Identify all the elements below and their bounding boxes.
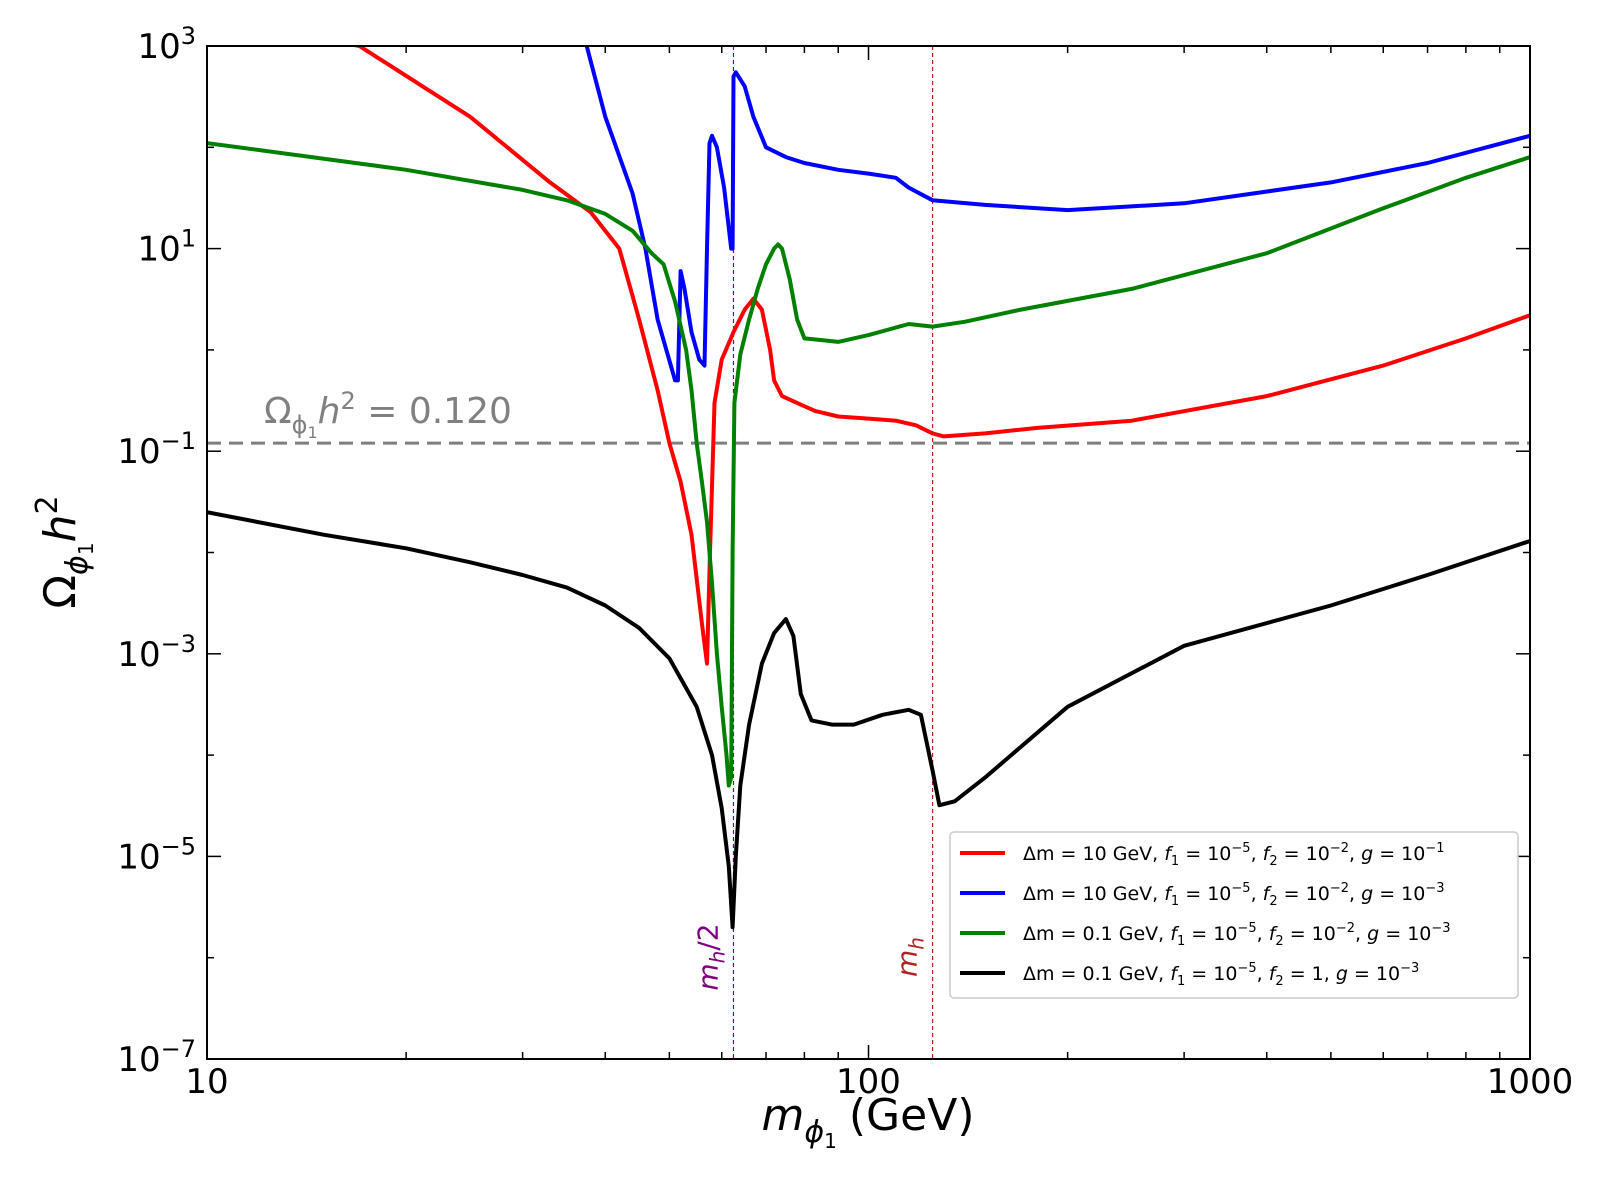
legend-text-black: Δm = 0.1 GeV, f1 = 10−5, f2 = 1, g = 10−… [1023, 961, 1419, 989]
y-tick-label-1e1: 101 [137, 225, 196, 270]
legend-text-blue: Δm = 10 GeV, f1 = 10−5, f2 = 10−2, g = 1… [1023, 881, 1445, 909]
legend: Δm = 10 GeV, f1 = 10−5, f2 = 10−2, g = 1… [949, 831, 1519, 999]
x-tick-label-1000: 1000 [1487, 1062, 1574, 1102]
series-red-curve [349, 46, 1530, 666]
legend-text-green: Δm = 0.1 GeV, f1 = 10−5, f2 = 10−2, g = … [1023, 921, 1451, 949]
y-tick-label-1e3: 103 [137, 22, 196, 67]
observed-relic-density-label: Ωϕ1h2 = 0.120 [264, 387, 512, 442]
x-tick-label-100: 100 [836, 1062, 901, 1102]
axis-ticks [206, 45, 1531, 1060]
x-tick-label-10: 10 [185, 1062, 228, 1102]
half-higgs-mass-label: mh/2 [691, 923, 729, 990]
y-tick-label-1e-3: 10−3 [117, 630, 196, 675]
x-axis-label: mϕ1 (GeV) [761, 1090, 974, 1153]
series-black-curve [207, 510, 1530, 930]
y-tick-label-1e-5: 10−5 [117, 832, 196, 877]
legend-box [949, 831, 1519, 999]
y-axis-label: Ωϕ1h2 [30, 495, 98, 608]
y-tick-label-1e-1: 10−1 [117, 427, 196, 472]
legend-text-red: Δm = 10 GeV, f1 = 10−5, f2 = 10−2, g = 1… [1023, 841, 1445, 869]
y-tick-label-1e-7: 10−7 [117, 1035, 196, 1080]
higgs-mass-label: mh [891, 937, 929, 977]
series-blue-curve [584, 46, 1530, 383]
series-green-curve [207, 141, 1530, 788]
